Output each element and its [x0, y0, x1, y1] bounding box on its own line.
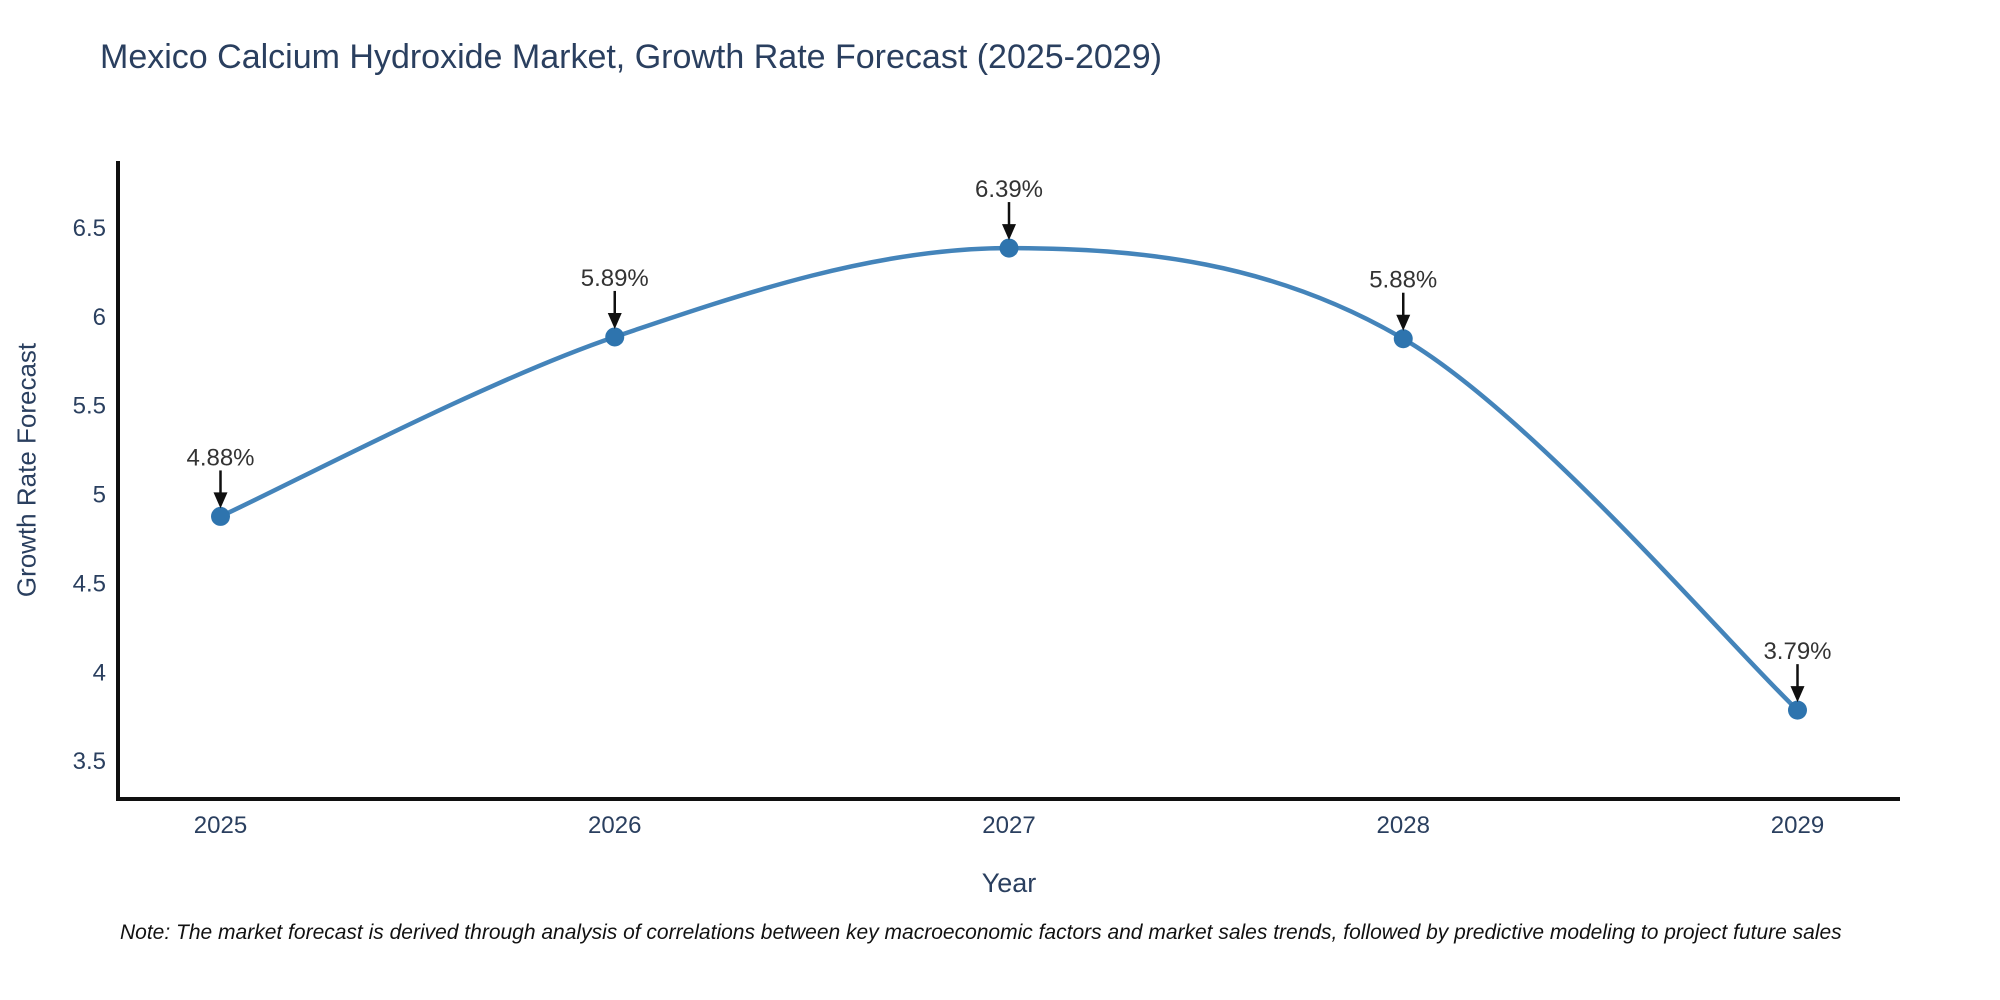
- point-annotation-2025: 4.88%: [186, 444, 254, 471]
- point-annotation-2029: 3.79%: [1763, 638, 1831, 665]
- point-annotation-2027: 6.39%: [975, 176, 1043, 203]
- y-tick-label: 6: [93, 304, 106, 331]
- chart-title: Mexico Calcium Hydroxide Market, Growth …: [100, 38, 1162, 76]
- y-tick-label: 4: [93, 659, 106, 686]
- data-point-marker-2029: [1787, 700, 1807, 720]
- x-axis-title: Year: [981, 868, 1037, 898]
- x-tick-label: 2027: [982, 812, 1035, 839]
- annotation-arrowhead: [607, 312, 622, 329]
- x-tick-label: 2029: [1771, 812, 1824, 839]
- x-tick-label: 2025: [194, 812, 247, 839]
- x-tick-label: 2026: [588, 812, 641, 839]
- annotation-arrowhead: [1002, 224, 1016, 241]
- y-tick-label: 5: [93, 482, 106, 509]
- data-point-marker-2025: [211, 506, 231, 526]
- data-point-marker-2028: [1393, 329, 1413, 349]
- y-tick-label: 6.5: [73, 215, 106, 242]
- data-point-marker-2027: [999, 238, 1019, 258]
- forecast-line: [218, 245, 1800, 713]
- x-tick-label: 2028: [1377, 812, 1430, 839]
- footnote: Note: The market forecast is derived thr…: [120, 921, 1842, 944]
- point-annotation-2028: 5.88%: [1369, 267, 1437, 294]
- y-tick-label: 3.5: [73, 748, 106, 775]
- data-point-marker-2026: [605, 327, 625, 347]
- annotation-arrowhead: [1790, 686, 1805, 703]
- y-tick-label: 5.5: [73, 393, 106, 420]
- point-annotation-2026: 5.89%: [581, 265, 649, 292]
- y-tick-label: 4.5: [73, 570, 106, 597]
- annotation-arrowhead: [1396, 314, 1411, 331]
- annotation-arrowhead: [213, 492, 228, 509]
